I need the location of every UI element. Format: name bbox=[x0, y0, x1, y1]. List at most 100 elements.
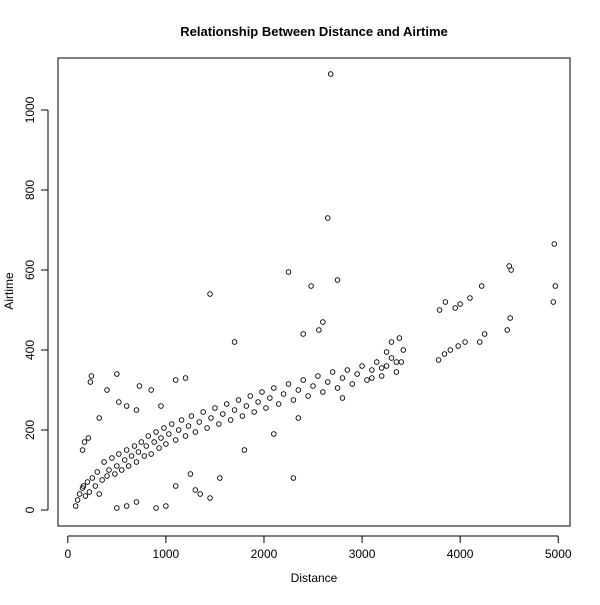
scatter-point bbox=[74, 497, 81, 503]
y-tick-label: 0 bbox=[23, 506, 37, 513]
scatter-point bbox=[79, 447, 86, 453]
scatter-point bbox=[104, 387, 110, 393]
scatter-point bbox=[141, 453, 148, 459]
scatter-point bbox=[204, 425, 210, 431]
scatter-point bbox=[243, 403, 250, 409]
scatter-point bbox=[163, 503, 169, 509]
scatter-point bbox=[329, 369, 336, 375]
scatter-point bbox=[369, 367, 375, 373]
scatter-point bbox=[208, 415, 214, 421]
scatter-point bbox=[81, 439, 88, 445]
scatter-point bbox=[188, 413, 195, 419]
scatter-point bbox=[207, 495, 213, 501]
scatter-point bbox=[400, 347, 407, 353]
scatter-point bbox=[89, 475, 96, 481]
scatter-point bbox=[398, 359, 405, 365]
scatter-point bbox=[231, 407, 238, 413]
scatter-point bbox=[308, 283, 314, 289]
scatter-point bbox=[267, 395, 273, 401]
scatter-point bbox=[239, 413, 246, 419]
scatter-point bbox=[182, 375, 189, 381]
scatter-point bbox=[369, 375, 375, 381]
scatter-point bbox=[123, 447, 130, 453]
scatter-point bbox=[114, 371, 120, 377]
scatter-point bbox=[378, 373, 385, 379]
x-tick-label: 3000 bbox=[349, 547, 376, 561]
scatter-point bbox=[94, 469, 100, 475]
y-tick-label: 1000 bbox=[23, 96, 37, 123]
scatter-point bbox=[339, 395, 346, 401]
scatter-point bbox=[88, 373, 95, 379]
scatter-point bbox=[104, 473, 110, 479]
scatter-point bbox=[295, 387, 302, 393]
scatter-points bbox=[72, 71, 559, 511]
scatter-point bbox=[508, 267, 514, 273]
scatter-point bbox=[271, 385, 277, 391]
scatter-point bbox=[216, 421, 222, 427]
scatter-point bbox=[442, 299, 449, 305]
scatter-point bbox=[334, 385, 341, 391]
scatter-point bbox=[305, 393, 311, 399]
scatter-point bbox=[158, 403, 164, 409]
scatter-point bbox=[315, 373, 321, 379]
scatter-point bbox=[507, 315, 513, 321]
scatter-point bbox=[172, 483, 179, 489]
scatter-point bbox=[172, 437, 179, 443]
scatter-point bbox=[175, 427, 182, 433]
scatter-point bbox=[300, 331, 306, 337]
scatter-point bbox=[112, 471, 118, 477]
scatter-point bbox=[316, 327, 322, 333]
scatter-point bbox=[393, 369, 400, 375]
scatter-point bbox=[109, 455, 115, 461]
scatter-point bbox=[285, 269, 292, 275]
x-tick-label: 0 bbox=[64, 547, 71, 561]
scatter-point bbox=[96, 415, 102, 421]
scatter-point bbox=[255, 399, 261, 405]
scatter-point bbox=[143, 443, 150, 449]
scatter-point bbox=[263, 405, 269, 411]
x-axis-label: Distance bbox=[291, 571, 338, 585]
scatter-point bbox=[158, 435, 164, 441]
x-tick-label: 1000 bbox=[153, 547, 180, 561]
scatter-point bbox=[324, 215, 331, 221]
scatter-point bbox=[552, 283, 559, 289]
scatter-point bbox=[80, 483, 87, 489]
scatter-point bbox=[393, 359, 400, 365]
scatter-point bbox=[217, 475, 223, 481]
scatter-point bbox=[388, 339, 395, 345]
scatter-point bbox=[231, 339, 238, 345]
scatter-point bbox=[247, 393, 253, 399]
scatter-point bbox=[178, 417, 185, 423]
scatter-point bbox=[290, 397, 297, 403]
scatter-point bbox=[96, 491, 102, 497]
scatter-point bbox=[436, 307, 443, 313]
scatter-point bbox=[275, 401, 282, 407]
scatter-point bbox=[271, 431, 277, 437]
scatter-point bbox=[324, 379, 331, 385]
scatter-point bbox=[550, 299, 557, 305]
scatter-point bbox=[148, 451, 154, 457]
scatter-point bbox=[349, 381, 356, 387]
scatter-point bbox=[478, 283, 485, 289]
scatter-point bbox=[151, 439, 157, 445]
scatter-point bbox=[481, 331, 488, 337]
scatter-point bbox=[131, 443, 138, 449]
scatter-point bbox=[359, 363, 365, 369]
scatter-point bbox=[334, 277, 341, 283]
scatter-point bbox=[327, 71, 334, 77]
scatter-point bbox=[378, 365, 385, 371]
scatter-point bbox=[396, 335, 403, 341]
scatter-point bbox=[435, 357, 442, 363]
scatter-point bbox=[76, 491, 83, 497]
y-tick-label: 400 bbox=[23, 340, 37, 360]
plot-area: 0 1000 2000 3000 4000 5000 0 200 400 600 800 1000 bbox=[23, 57, 572, 561]
scatter-point bbox=[153, 505, 159, 511]
scatter-point bbox=[185, 423, 192, 429]
scatter-point bbox=[223, 401, 230, 407]
scatter-point bbox=[182, 433, 189, 439]
y-tick-label: 200 bbox=[23, 420, 37, 440]
scatter-point bbox=[457, 301, 463, 307]
scatter-point bbox=[87, 379, 94, 385]
x-tick-label: 5000 bbox=[545, 547, 572, 561]
scatter-point bbox=[82, 493, 89, 499]
